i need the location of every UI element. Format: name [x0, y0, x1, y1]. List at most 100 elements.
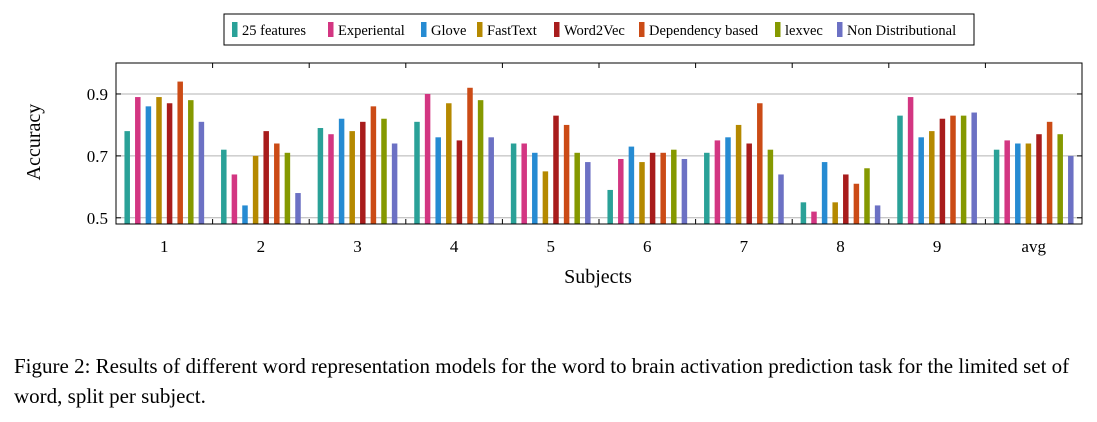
bar: [295, 193, 301, 224]
legend-swatch: [775, 22, 781, 37]
bar: [607, 189, 613, 224]
legend-label: 25 features: [242, 23, 306, 39]
bar: [424, 93, 431, 224]
x-tick-label: 9: [933, 237, 942, 256]
bar: [960, 115, 967, 224]
bar: [242, 205, 248, 224]
grid-lines: [116, 93, 1082, 219]
bar: [939, 118, 946, 224]
bar: [735, 124, 742, 224]
bar: [166, 103, 173, 224]
x-tick-label: 3: [353, 237, 362, 256]
bar: [1015, 143, 1021, 224]
bar: [778, 174, 784, 224]
bar: [135, 97, 141, 224]
bar: [821, 162, 828, 224]
legend-swatch: [837, 22, 843, 37]
bar: [725, 137, 731, 224]
legend-label: FastText: [487, 23, 537, 39]
bar: [767, 149, 774, 224]
bar: [897, 115, 903, 224]
bar: [188, 100, 194, 224]
y-axis-label: Accuracy: [23, 104, 45, 181]
legend-swatch: [232, 22, 238, 37]
bars: [124, 81, 1074, 225]
bar: [263, 131, 269, 224]
bar: [177, 81, 183, 224]
bar-chart: 25 features Experiental Glove FastText Word2…: [23, 13, 1083, 288]
bar: [704, 152, 710, 224]
bar: [574, 152, 580, 224]
bar: [649, 152, 656, 224]
bar: [681, 158, 688, 224]
legend-label: Word2Vec: [564, 23, 625, 39]
bar: [918, 137, 924, 224]
bar: [231, 174, 238, 224]
bar: [510, 143, 517, 224]
bar: [929, 131, 935, 224]
bar: [349, 131, 355, 224]
bar: [864, 168, 870, 224]
legend-label: Non Distributional: [847, 23, 956, 39]
bar: [456, 140, 463, 224]
bar: [446, 103, 452, 224]
legend-swatch: [554, 22, 560, 37]
y-tick-label: 0.5: [87, 209, 108, 228]
bar: [660, 152, 666, 224]
bar: [381, 118, 387, 224]
bar: [585, 162, 591, 224]
bar: [832, 202, 838, 224]
x-tick-label: 2: [257, 237, 266, 256]
legend-label: lexvec: [785, 23, 823, 39]
x-axis: 1 2 3 4 5 6 7 8 9 avg: [115, 63, 1083, 256]
bar: [628, 146, 635, 224]
bar: [563, 124, 570, 224]
x-axis-label: Subjects: [564, 266, 632, 288]
bar: [414, 121, 420, 224]
bar: [1057, 134, 1063, 224]
bar: [284, 152, 291, 224]
x-tick-label: 6: [643, 237, 652, 256]
bar: [274, 143, 280, 224]
bar: [553, 115, 559, 224]
bar: [360, 121, 366, 224]
legend-label: Glove: [431, 23, 466, 39]
bar: [639, 162, 645, 224]
bar: [800, 202, 807, 224]
x-tick-label: 4: [450, 237, 459, 256]
bar: [1036, 134, 1042, 224]
y-tick-label: 0.9: [87, 85, 108, 104]
legend-swatch: [477, 22, 483, 37]
legend: 25 features Experiental Glove FastText Word2…: [223, 13, 975, 46]
bar: [757, 103, 763, 224]
bar: [811, 211, 817, 224]
bar: [971, 112, 977, 224]
bar: [156, 97, 162, 224]
legend-label: Dependency based: [649, 23, 759, 39]
x-tick-label: 7: [740, 237, 749, 256]
bar: [1025, 143, 1032, 224]
bar: [874, 205, 881, 224]
x-tick-label: 5: [546, 237, 555, 256]
bar: [370, 106, 377, 224]
bar: [532, 152, 538, 224]
bar: [435, 137, 441, 224]
legend-swatch: [639, 22, 645, 37]
plot-frame: [115, 62, 1083, 225]
figure-caption: Figure 2: Results of different word repr…: [14, 354, 1070, 408]
x-tick-label: avg: [1021, 237, 1046, 256]
bar: [338, 118, 345, 224]
bar: [1046, 121, 1053, 224]
bar: [993, 149, 1000, 224]
bar: [145, 106, 152, 224]
bar: [317, 128, 324, 224]
bar: [124, 131, 130, 224]
bar: [618, 158, 624, 224]
bar: [252, 155, 259, 224]
legend-box: [223, 13, 975, 46]
bar: [950, 115, 956, 224]
bar: [1004, 140, 1010, 224]
bar: [221, 149, 227, 224]
bar: [477, 100, 484, 224]
bar: [198, 121, 205, 224]
